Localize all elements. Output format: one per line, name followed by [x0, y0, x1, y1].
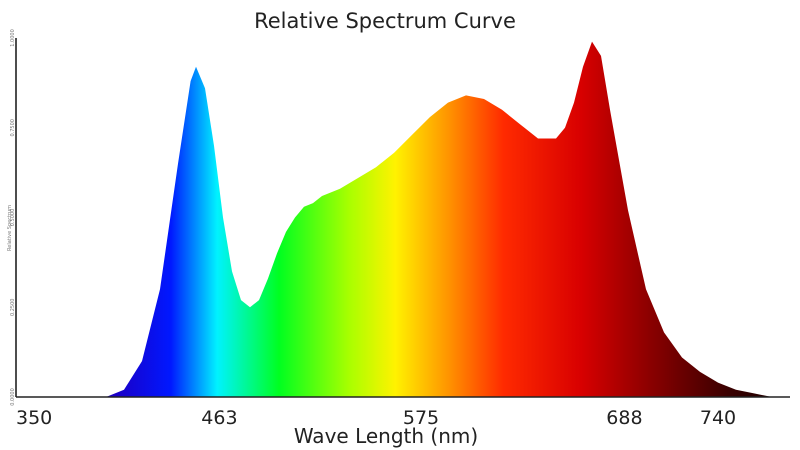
x-tick-label: 688	[606, 407, 642, 429]
y-tick-label: 0.7500	[10, 119, 16, 137]
chart-title: Relative Spectrum Curve	[254, 9, 516, 33]
y-tick-label: 0.2500	[10, 299, 16, 317]
y-tick-label: 0.5000	[10, 209, 16, 227]
plot-area	[15, 38, 790, 398]
spectrum-area	[70, 41, 790, 397]
x-axis-ticks: 350 463 575 688 740	[16, 407, 736, 429]
x-tick-label: 463	[201, 407, 237, 429]
y-tick-label: 0.0000	[10, 388, 16, 406]
y-axis-label: Relative Spectrum	[7, 205, 13, 251]
x-tick-label: 350	[16, 407, 52, 429]
x-axis-label: Wave Length (nm)	[294, 424, 478, 448]
x-tick-label: 575	[403, 407, 439, 429]
y-tick-label: 1.0000	[10, 29, 16, 47]
y-axis-ticks: 0.0000 0.2500 0.5000 0.7500 1.0000	[10, 29, 16, 406]
x-tick-label: 740	[700, 407, 736, 429]
